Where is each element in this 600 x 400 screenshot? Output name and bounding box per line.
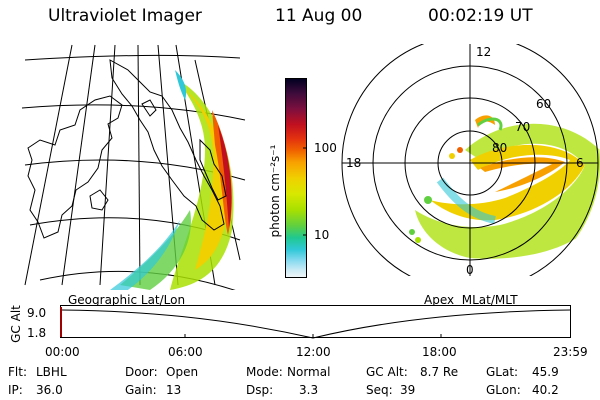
filter-value: LBHL	[36, 365, 67, 379]
mlat-label-70: 70	[515, 120, 531, 134]
altitude-tick-9: 9.0	[27, 306, 47, 320]
mlt-label-6: 6	[576, 156, 584, 170]
mlat-label-60: 60	[536, 97, 552, 111]
dsp-label: Dsp:	[246, 383, 274, 397]
polar-aurora	[409, 115, 600, 259]
gc-alt-value: 8.7 Re	[420, 365, 459, 379]
time-tick-0000: 00:00	[45, 345, 80, 359]
gain-value: 13	[166, 383, 182, 397]
altitude-axis-label: GC Alt	[9, 305, 23, 343]
mode-value: Normal	[287, 365, 331, 379]
ip-value: 36.0	[36, 383, 63, 397]
door-label: Door:	[125, 365, 158, 379]
seq-label: Seq:	[366, 383, 393, 397]
gain-label: Gain:	[125, 383, 157, 397]
intensity-colorbar	[285, 78, 307, 278]
glon-label: GLon:	[486, 383, 521, 397]
time-tick-0600: 06:00	[168, 345, 203, 359]
time-label: 00:02:19 UT	[428, 6, 533, 26]
door-value: Open	[166, 365, 199, 379]
glat-value: 45.9	[532, 365, 559, 379]
aurora-emission	[110, 70, 234, 290]
filter-label: Flt:	[8, 365, 27, 379]
seq-value: 39	[400, 383, 416, 397]
colorbar-tick-10: 10	[314, 228, 330, 242]
time-tick-2359: 23:59	[553, 345, 588, 359]
polar-plot	[341, 44, 600, 276]
dsp-value: 3.3	[299, 383, 319, 397]
instrument-title: Ultraviolet Imager	[48, 6, 202, 26]
altitude-tick-1-8: 1.8	[27, 326, 47, 340]
gc-alt-label: GC Alt:	[366, 365, 408, 379]
glon-value: 40.2	[532, 383, 559, 397]
ip-label: IP:	[8, 383, 23, 397]
colorbar-unit-label: photon cm⁻²s⁻¹	[268, 144, 282, 238]
mlat-label-80: 80	[492, 141, 508, 155]
geographic-map	[21, 44, 246, 290]
mode-label: Mode:	[246, 365, 283, 379]
date-label: 11 Aug 00	[275, 6, 363, 26]
mlt-label-0: 0	[466, 263, 474, 277]
mlt-label-18: 18	[346, 156, 362, 170]
apex-label: Apex MLat/MLT	[424, 293, 518, 307]
glat-label: GLat:	[486, 365, 519, 379]
colorbar-tick-100: 100	[314, 141, 337, 155]
geographic-label: Geographic Lat/Lon	[68, 293, 186, 307]
mlt-label-12: 12	[476, 45, 492, 59]
altitude-strip-chart	[60, 305, 571, 339]
time-tick-1200: 12:00	[296, 345, 331, 359]
time-tick-1800: 18:00	[422, 345, 457, 359]
